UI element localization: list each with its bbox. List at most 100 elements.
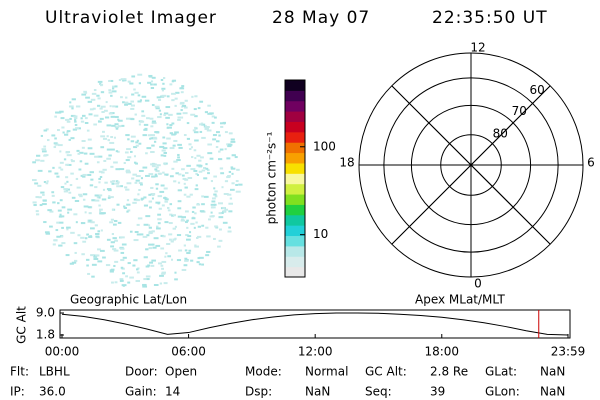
image-pixel bbox=[137, 193, 140, 196]
image-pixel bbox=[122, 256, 127, 259]
image-pixel bbox=[66, 226, 71, 229]
image-pixel bbox=[58, 221, 64, 224]
image-pixel bbox=[129, 276, 134, 279]
image-pixel bbox=[110, 218, 114, 221]
image-pixel bbox=[76, 186, 81, 189]
image-pixel bbox=[59, 213, 62, 216]
polar-mlt-label: 0 bbox=[474, 277, 482, 291]
image-pixel bbox=[97, 260, 103, 263]
image-pixel bbox=[67, 211, 70, 214]
image-pixel bbox=[138, 169, 144, 172]
image-pixel bbox=[93, 255, 98, 258]
image-pixel bbox=[169, 132, 174, 135]
image-pixel bbox=[160, 264, 164, 267]
image-pixel bbox=[130, 104, 135, 107]
image-pixel bbox=[74, 117, 78, 120]
image-pixel bbox=[46, 180, 49, 183]
image-pixel bbox=[177, 207, 182, 210]
image-pixel bbox=[150, 186, 154, 189]
image-pixel bbox=[219, 228, 222, 231]
polar-mlt-label: 12 bbox=[470, 41, 485, 55]
image-pixel bbox=[203, 177, 208, 180]
image-pixel bbox=[59, 110, 64, 113]
image-pixel bbox=[66, 180, 69, 183]
image-pixel bbox=[154, 168, 158, 171]
image-pixel bbox=[165, 116, 170, 119]
image-pixel bbox=[114, 126, 119, 129]
image-pixel bbox=[185, 234, 189, 237]
image-pixel bbox=[143, 196, 147, 199]
image-pixel bbox=[207, 104, 211, 107]
image-pixel bbox=[148, 232, 153, 235]
image-pixel bbox=[176, 159, 181, 162]
image-pixel bbox=[165, 252, 168, 255]
image-pixel bbox=[66, 154, 72, 157]
image-pixel bbox=[186, 252, 191, 255]
image-pixel bbox=[160, 184, 165, 187]
image-pixel bbox=[166, 242, 171, 245]
image-pixel bbox=[205, 226, 209, 229]
image-pixel bbox=[161, 94, 167, 97]
image-pixel bbox=[191, 217, 196, 220]
image-pixel bbox=[95, 232, 100, 235]
image-pixel bbox=[230, 138, 235, 141]
image-pixel bbox=[213, 237, 216, 240]
image-pixel bbox=[213, 193, 217, 196]
image-pixel bbox=[74, 127, 79, 130]
image-pixel bbox=[114, 239, 118, 242]
image-pixel bbox=[110, 94, 113, 97]
image-pixel bbox=[178, 146, 183, 149]
image-pixel bbox=[135, 280, 140, 283]
image-pixel bbox=[131, 177, 135, 180]
image-pixel bbox=[197, 225, 201, 228]
image-pixel bbox=[214, 195, 218, 198]
image-pixel bbox=[228, 202, 234, 205]
image-pixel bbox=[131, 93, 135, 96]
image-pixel bbox=[223, 193, 229, 196]
image-pixel bbox=[166, 126, 172, 129]
image-pixel bbox=[201, 203, 205, 206]
image-pixel bbox=[127, 281, 131, 284]
image-pixel bbox=[198, 159, 202, 162]
image-pixel bbox=[94, 224, 98, 227]
image-pixel bbox=[183, 244, 186, 247]
image-pixel bbox=[73, 115, 78, 118]
image-pixel bbox=[202, 167, 207, 170]
image-pixel bbox=[80, 236, 85, 239]
image-pixel bbox=[168, 233, 173, 236]
image-pixel bbox=[144, 127, 148, 130]
image-pixel bbox=[200, 122, 204, 125]
image-pixel bbox=[173, 180, 177, 183]
image-pixel bbox=[211, 121, 215, 124]
image-pixel bbox=[85, 96, 90, 99]
colorbar-swatch bbox=[285, 121, 305, 133]
image-pixel bbox=[105, 264, 111, 267]
image-pixel bbox=[229, 197, 233, 200]
image-pixel bbox=[194, 157, 197, 160]
image-pixel bbox=[62, 131, 65, 134]
image-pixel bbox=[220, 212, 224, 215]
image-pixel bbox=[134, 91, 139, 94]
image-pixel bbox=[136, 271, 140, 274]
image-pixel bbox=[196, 261, 200, 264]
image-pixel bbox=[224, 180, 229, 183]
image-pixel bbox=[183, 193, 187, 196]
image-pixel bbox=[186, 164, 191, 167]
image-pixel bbox=[148, 243, 153, 246]
image-pixel bbox=[110, 165, 114, 168]
image-pixel bbox=[201, 123, 206, 126]
image-pixel bbox=[115, 127, 119, 130]
image-pixel bbox=[150, 264, 155, 267]
image-pixel bbox=[59, 150, 62, 153]
image-pixel bbox=[52, 166, 55, 169]
image-pixel bbox=[63, 188, 68, 191]
image-pixel bbox=[77, 152, 81, 155]
image-pixel bbox=[162, 142, 167, 145]
image-pixel bbox=[145, 265, 150, 268]
image-pixel bbox=[101, 171, 105, 174]
image-pixel bbox=[120, 236, 125, 239]
image-pixel bbox=[65, 254, 70, 257]
image-pixel bbox=[172, 238, 176, 241]
image-pixel bbox=[181, 85, 185, 88]
image-pixel bbox=[156, 164, 161, 167]
